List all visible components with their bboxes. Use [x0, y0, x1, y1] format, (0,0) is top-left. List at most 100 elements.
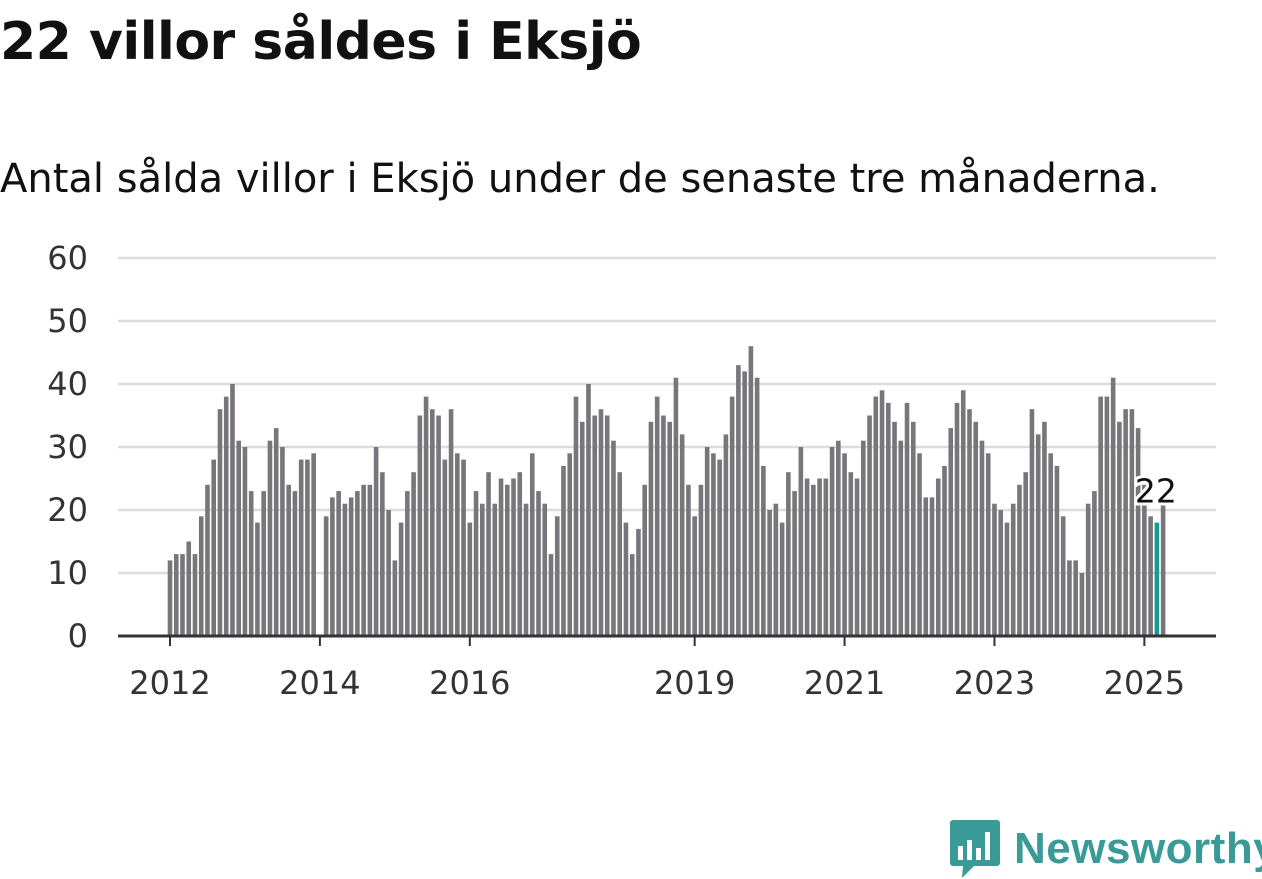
- bar: [586, 384, 591, 636]
- bar: [967, 409, 972, 636]
- bar: [973, 421, 979, 636]
- bar: [461, 459, 466, 636]
- bar: [536, 491, 541, 636]
- x-tick-label: 2012: [129, 664, 210, 702]
- bar: [173, 554, 179, 636]
- y-tick-label: 30: [47, 428, 88, 466]
- bar: [423, 396, 429, 636]
- bar: [1017, 484, 1022, 636]
- bar: [885, 402, 891, 636]
- bar: [979, 440, 985, 636]
- bar: [960, 390, 966, 636]
- bar: [917, 453, 922, 636]
- x-tick-label: 2021: [804, 664, 885, 702]
- bar: [592, 415, 598, 636]
- labels: 0 10 20 30 40 50 60 2012 2014 2016 2019 2021 2023 202…: [47, 239, 1185, 702]
- bar: [498, 478, 504, 636]
- bar: [223, 396, 229, 636]
- bar: [711, 453, 716, 636]
- bar: [698, 484, 704, 636]
- bar: [186, 541, 192, 636]
- bar: [773, 503, 779, 636]
- bar: [180, 554, 185, 636]
- bar: [273, 428, 279, 636]
- bar: [342, 503, 348, 636]
- bar: [542, 503, 548, 636]
- bar: [348, 497, 354, 636]
- y-tick-label: 60: [47, 239, 88, 277]
- bar: [729, 396, 735, 636]
- bar: [442, 459, 448, 636]
- bar: [492, 503, 498, 636]
- bar: [611, 440, 616, 636]
- bar: [786, 472, 791, 636]
- bar: [405, 491, 410, 636]
- brand-name: Newsworthy: [1014, 824, 1262, 873]
- bar: [330, 497, 335, 636]
- bar: [817, 478, 822, 636]
- bar: [779, 522, 785, 636]
- bar: [1067, 560, 1072, 636]
- bar: [511, 478, 516, 636]
- bar: [430, 409, 435, 636]
- bar: [1035, 434, 1041, 636]
- bar: [1129, 409, 1135, 636]
- bar: [854, 478, 860, 636]
- bar: [336, 491, 341, 636]
- bar: [867, 415, 872, 636]
- bar: [798, 447, 804, 636]
- bar: [985, 453, 991, 636]
- bar: [1060, 516, 1066, 636]
- bar: [305, 459, 310, 636]
- bar: [504, 484, 510, 636]
- bar: [579, 421, 585, 636]
- bar: [686, 484, 691, 636]
- bar: [1148, 516, 1153, 636]
- bar: [1029, 409, 1035, 636]
- bar: [261, 491, 266, 636]
- bar: [673, 377, 679, 636]
- bar: [804, 478, 810, 636]
- bar: [892, 421, 897, 636]
- bar: [529, 453, 535, 636]
- bar-chart-speech-bubble-icon: [950, 820, 1000, 878]
- bar: [1054, 465, 1060, 636]
- bar: [211, 459, 217, 636]
- bar: [873, 396, 879, 636]
- bar: [642, 484, 647, 636]
- bar: [992, 503, 997, 636]
- bar: [386, 510, 391, 636]
- bar: [298, 459, 304, 636]
- chart-subtitle: Antal sålda villor i Eksjö under de sena…: [0, 156, 1160, 202]
- bar: [948, 428, 954, 636]
- bar: [292, 491, 298, 636]
- bar: [879, 390, 885, 636]
- bar: [723, 434, 729, 636]
- bar: [486, 472, 491, 636]
- bar: [717, 459, 722, 636]
- bar: [942, 465, 947, 636]
- bar: [736, 365, 741, 636]
- bar: [192, 554, 198, 636]
- bar: [198, 516, 204, 636]
- bar: [1117, 421, 1122, 636]
- bar: [1010, 503, 1016, 636]
- bar: [604, 415, 610, 636]
- bar: [910, 421, 916, 636]
- bar: [1042, 421, 1047, 636]
- y-tick-label: 0: [68, 617, 88, 655]
- bar: [380, 472, 385, 636]
- bar: [998, 510, 1004, 636]
- bar: [367, 484, 373, 636]
- bar: [761, 465, 766, 636]
- bar: [561, 465, 566, 636]
- value-annotation: 22: [1135, 472, 1177, 511]
- bar: [217, 409, 223, 636]
- bar: [361, 484, 366, 636]
- bar: [255, 522, 260, 636]
- y-tick-label: 40: [47, 365, 88, 403]
- bar: [829, 447, 835, 636]
- bar: [554, 516, 560, 636]
- bar: [748, 346, 754, 636]
